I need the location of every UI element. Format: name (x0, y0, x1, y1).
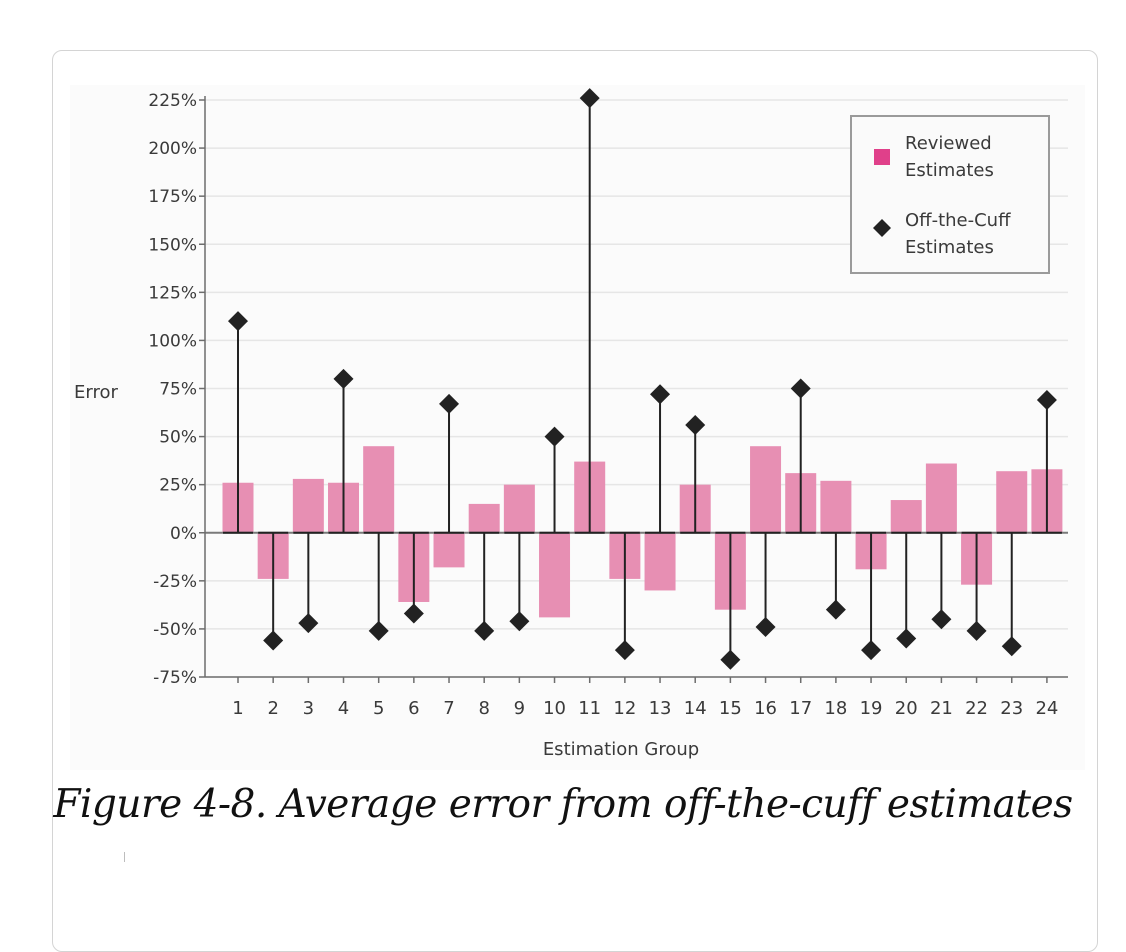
x-tick-label: 10 (543, 698, 566, 719)
x-axis-label: Estimation Group (543, 739, 699, 760)
reviewed-bar (468, 503, 500, 533)
x-tick-label: 16 (754, 698, 777, 719)
off-the-cuff-marker (579, 88, 600, 109)
reviewed-bar (503, 484, 535, 533)
legend-label-offcuff-line2: Estimates (905, 237, 994, 258)
y-tick-label: -50% (153, 620, 197, 640)
y-tick-label: 100% (148, 331, 197, 351)
off-the-cuff-marker (228, 311, 248, 332)
x-axis-ticks: 1 2 3 4 5 6 7 8 9 10 11 12 13 14 15 16 17 18 19 20 21 22 23 24 (232, 677, 1058, 719)
off-the-cuff-marker (298, 613, 319, 634)
x-tick-label: 23 (1000, 698, 1023, 719)
y-tick-label: 150% (148, 235, 197, 255)
y-tick-label: -25% (153, 572, 197, 592)
x-tick-label: 2 (267, 698, 278, 719)
x-tick-label: 11 (578, 698, 601, 719)
off-the-cuff-marker (544, 426, 565, 447)
off-the-cuff-marker (474, 620, 495, 641)
off-the-cuff-marker (650, 384, 671, 405)
y-tick-label: 25% (159, 476, 197, 496)
reviewed-bar (539, 532, 571, 618)
off-the-cuff-marker (509, 611, 530, 632)
reviewed-bar (996, 471, 1028, 533)
off-the-cuff-marker (720, 649, 741, 670)
reviewed-bar (363, 446, 395, 533)
x-tick-label: 14 (684, 698, 707, 719)
y-axis-ticks: 225% 200% 175% 150% 125% 100% 75% 50% 25% 0% -25% -… (148, 91, 205, 688)
caption-rule (124, 852, 125, 862)
x-tick-label: 13 (649, 698, 672, 719)
y-tick-label: 125% (148, 283, 197, 303)
off-the-cuff-marker (931, 609, 952, 630)
off-the-cuff-marker (614, 640, 635, 661)
reviewed-bar (750, 446, 782, 533)
x-tick-label: 19 (860, 698, 883, 719)
off-the-cuff-marker (966, 620, 987, 641)
legend-swatch-off-the-cuff (873, 219, 891, 237)
x-tick-label: 8 (478, 698, 489, 719)
error-chart: 225% 200% 175% 150% 125% 100% 75% 50% 25% 0% -25% -… (74, 88, 1068, 760)
x-tick-label: 9 (514, 698, 525, 719)
reviewed-bar (292, 478, 324, 533)
x-tick-label: 4 (338, 698, 349, 719)
y-tick-label: 225% (148, 91, 197, 111)
legend-label-reviewed-line1: Reviewed (905, 133, 992, 154)
off-the-cuff-marker (1036, 390, 1057, 411)
off-the-cuff-marker (403, 603, 424, 624)
legend: Reviewed Estimates Off-the-Cuff Estimate… (850, 115, 1050, 274)
reviewed-bar (925, 463, 957, 533)
off-the-cuff-marker (263, 630, 284, 651)
off-the-cuff-marker (439, 393, 460, 414)
legend-box (850, 115, 1050, 274)
off-the-cuff-marker (333, 368, 354, 389)
x-tick-label: 22 (965, 698, 988, 719)
reviewed-bar (890, 500, 922, 533)
x-tick-label: 1 (232, 698, 243, 719)
y-tick-label: 75% (159, 380, 197, 400)
legend-label-offcuff-line1: Off-the-Cuff (905, 210, 1011, 231)
off-the-cuff-marker (896, 628, 917, 649)
reviewed-bar (644, 532, 676, 591)
figure-caption: Figure 4-8. Average error from off-the-c… (53, 782, 1073, 827)
reviewed-bar (820, 480, 852, 533)
x-tick-label: 24 (1035, 698, 1058, 719)
x-tick-label: 12 (613, 698, 636, 719)
off-the-cuff-marker (825, 599, 846, 620)
off-the-cuff-marker (861, 640, 882, 661)
x-tick-label: 20 (895, 698, 918, 719)
x-tick-label: 21 (930, 698, 953, 719)
off-the-cuff-marker (790, 378, 811, 399)
y-tick-label: 175% (148, 187, 197, 207)
off-the-cuff-marker (1001, 636, 1022, 657)
x-tick-label: 15 (719, 698, 742, 719)
off-the-cuff-marker (685, 415, 706, 436)
off-the-cuff-marker (368, 620, 389, 641)
y-axis-label: Error (74, 382, 118, 403)
x-tick-label: 17 (789, 698, 812, 719)
y-tick-label: -75% (153, 668, 197, 688)
x-tick-label: 3 (303, 698, 314, 719)
y-tick-label: 200% (148, 139, 197, 159)
off-the-cuff-marker (755, 616, 776, 637)
y-tick-label: 0% (170, 524, 197, 544)
off-the-cuff-stems (223, 88, 1062, 670)
x-tick-label: 6 (408, 698, 419, 719)
reviewed-bar (433, 532, 465, 568)
x-tick-label: 5 (373, 698, 384, 719)
legend-swatch-reviewed (874, 149, 890, 165)
y-tick-label: 50% (159, 428, 197, 448)
legend-label-reviewed-line2: Estimates (905, 160, 994, 181)
x-tick-label: 7 (443, 698, 454, 719)
x-tick-label: 18 (824, 698, 847, 719)
